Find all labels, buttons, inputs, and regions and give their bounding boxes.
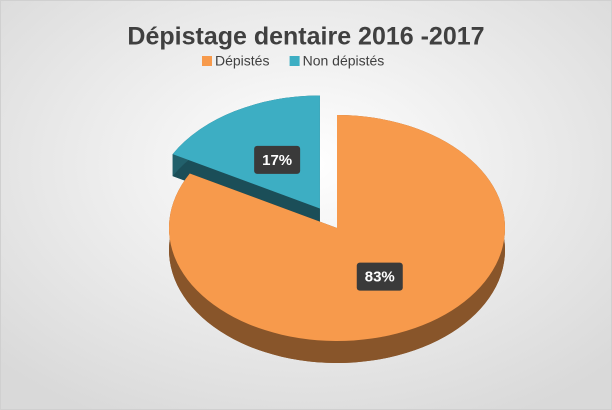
data-label: 17% [262,152,292,169]
legend-swatch [289,56,300,66]
pie: 83% 17% [168,95,506,364]
data-label-box [356,262,403,291]
legend-label: Non dépistés [303,53,385,69]
legend-swatch [202,56,212,66]
data-label-box [254,145,301,174]
legend: Dépistés Non dépistés [202,53,384,69]
data-label: 83% [365,269,395,286]
slice [172,95,320,209]
slice [168,115,506,342]
legend-label: Dépistés [215,53,269,69]
chart-title: Dépistage dentaire 2016 -2017 [127,23,484,51]
